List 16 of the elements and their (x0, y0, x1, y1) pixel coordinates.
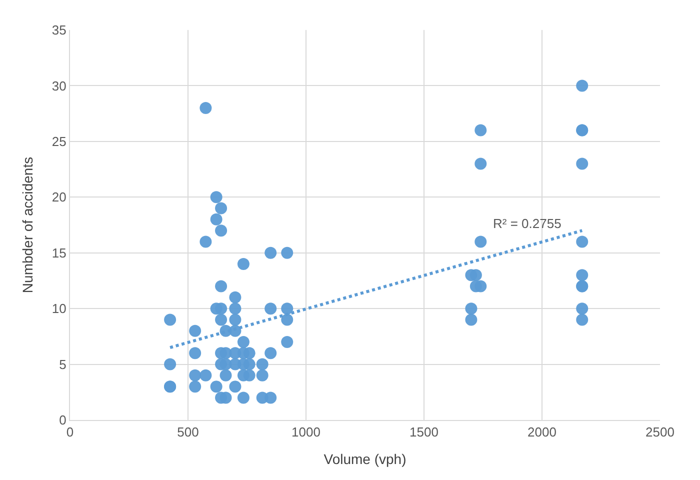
annotation: R² = 0.2755 (493, 216, 562, 231)
y-tick-label: 25 (52, 134, 66, 149)
x-tick-label: 2000 (528, 424, 556, 440)
y-tick-label: 10 (52, 301, 66, 316)
y-tick-label: 30 (52, 78, 66, 94)
x-tick-label: 1500 (410, 424, 438, 440)
x-tick-label: 500 (177, 424, 199, 440)
y-tick-label: 35 (52, 22, 66, 38)
y-tick-label: 15 (52, 245, 66, 260)
y-tick-label: 0 (59, 412, 66, 428)
y-tick-label: 20 (52, 190, 66, 205)
y-axis-title: Numbder of accidents (20, 156, 36, 294)
x-axis-title: Volume (vph) (324, 450, 406, 467)
y-tick-label: 5 (59, 356, 66, 372)
x-tick-label: 2500 (646, 424, 674, 440)
x-tick-label: 1000 (292, 424, 320, 440)
